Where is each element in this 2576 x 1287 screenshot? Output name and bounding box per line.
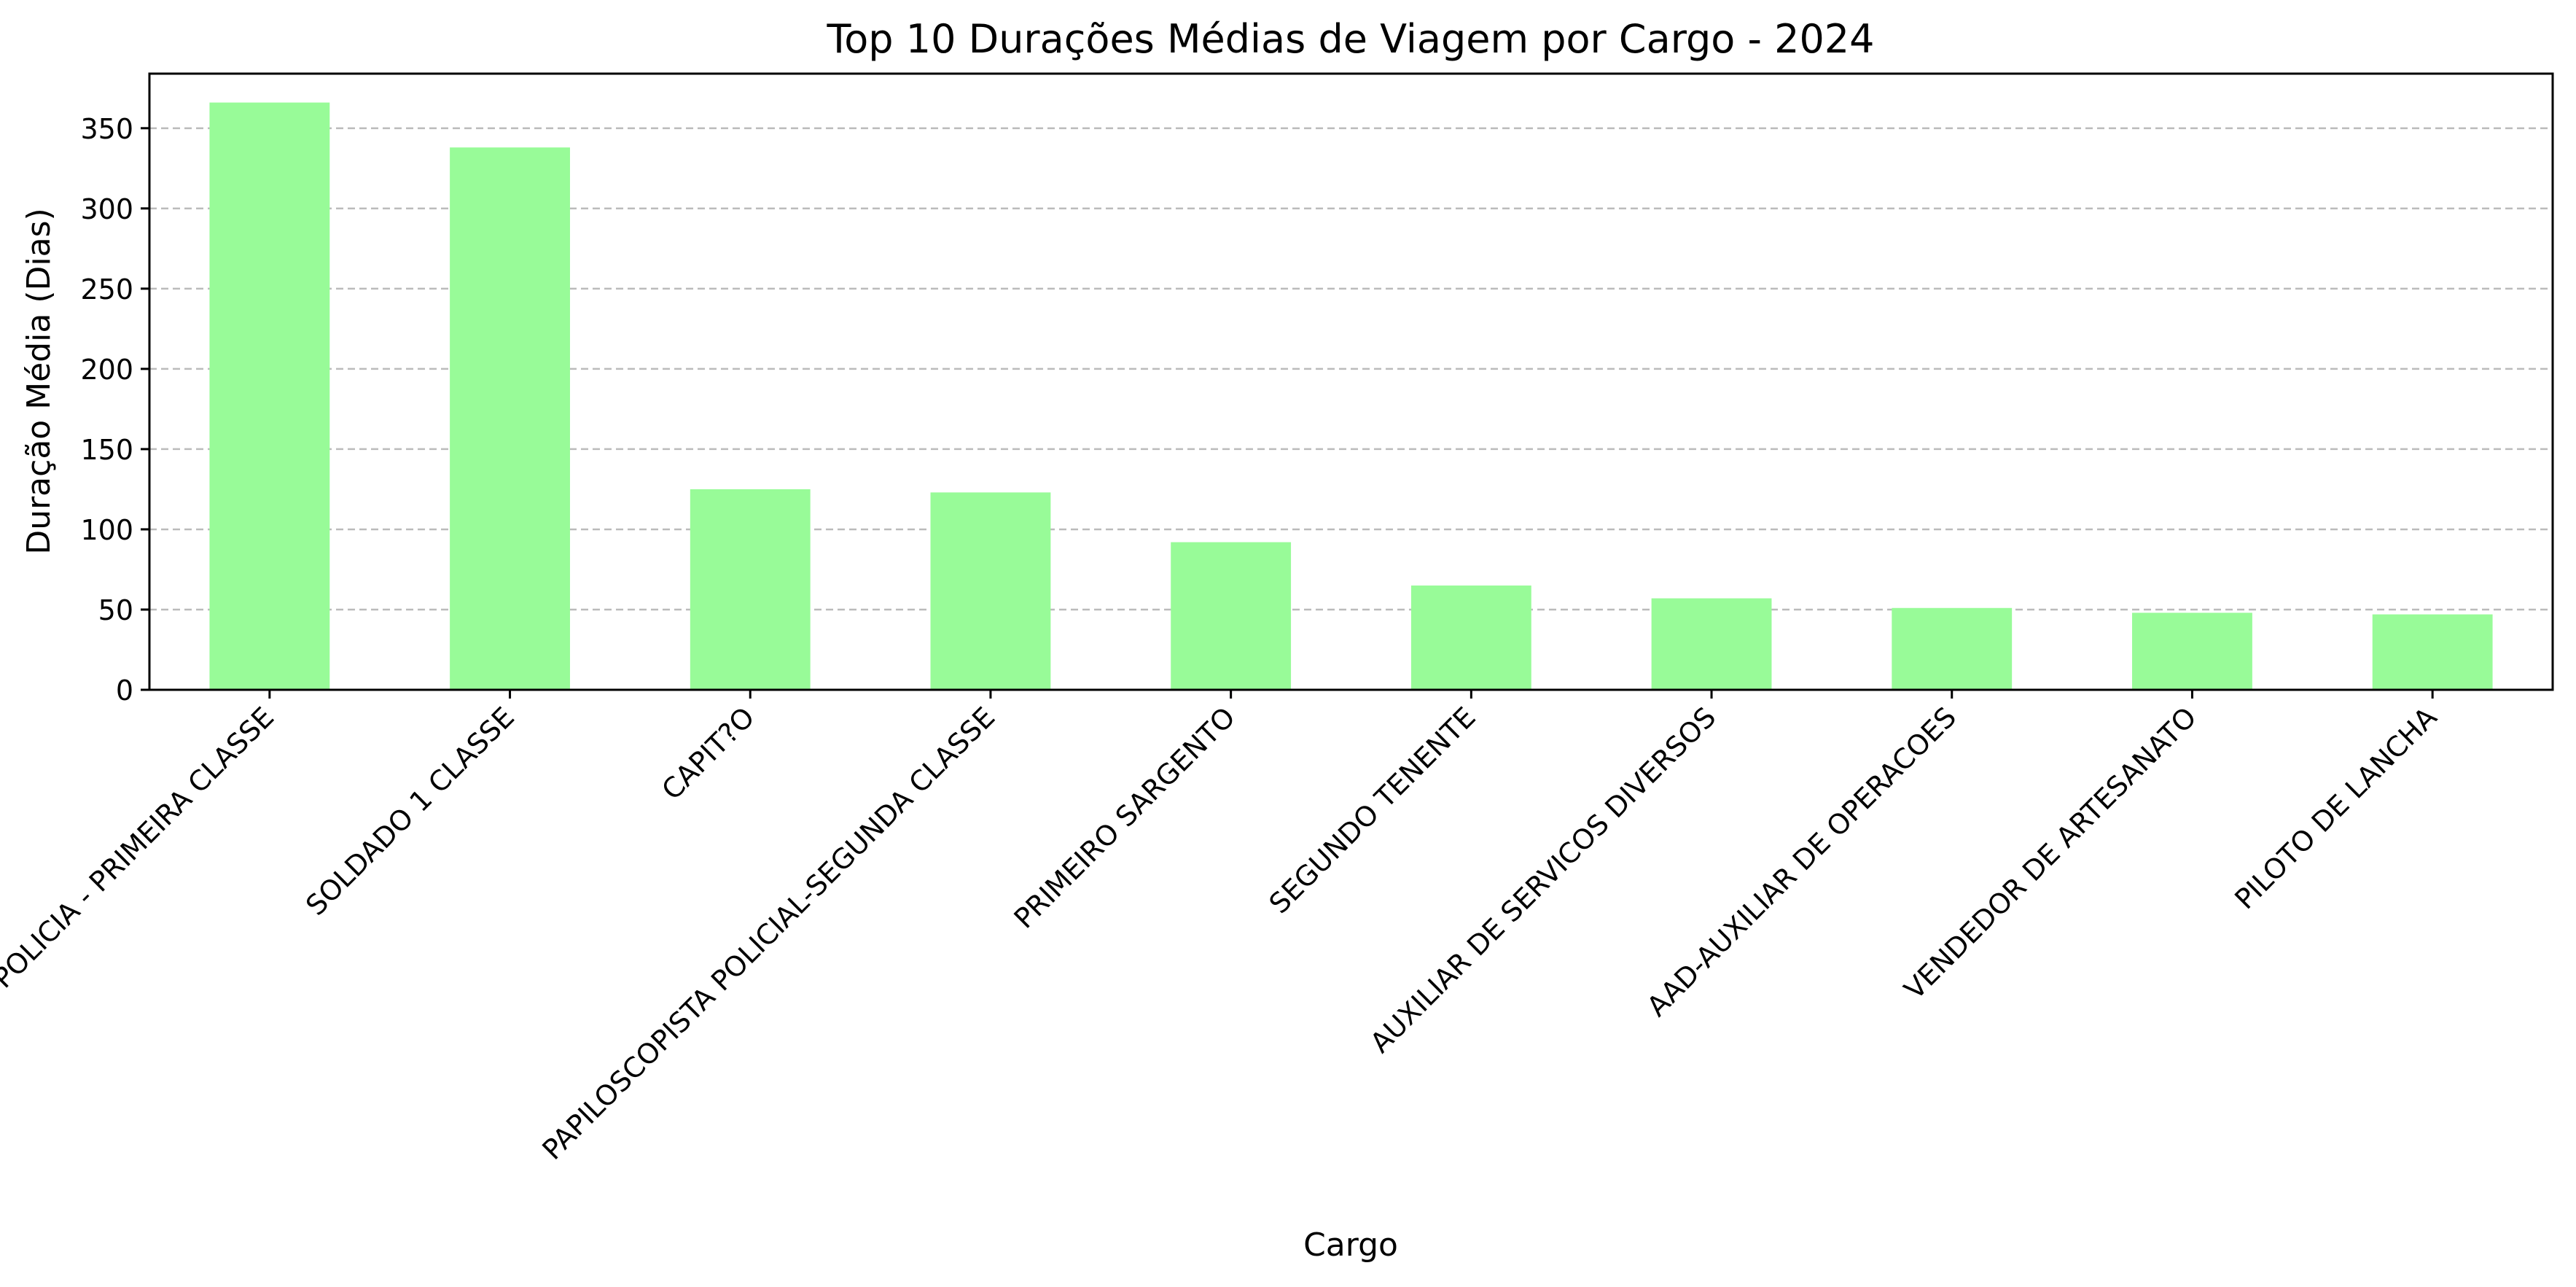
bar <box>690 489 811 690</box>
x-tick-label: DELEGADO DE POLICIA - PRIMEIRA CLASSE <box>0 701 280 1144</box>
bar <box>1651 598 1772 690</box>
y-axis: 0 50 100 150 200 250 300 350 <box>80 113 149 707</box>
bar <box>209 102 330 690</box>
bar <box>2132 613 2252 690</box>
x-tick-label: SEGUNDO TENENTE <box>1263 701 1482 919</box>
bar <box>1410 585 1531 690</box>
y-tick-label: 50 <box>98 594 133 626</box>
bar <box>2372 614 2493 690</box>
x-axis: DELEGADO DE POLICIA - PRIMEIRA CLASSESOL… <box>0 690 2443 1166</box>
bar <box>930 492 1051 690</box>
bars-group <box>209 102 2493 691</box>
y-tick-label: 100 <box>80 514 133 546</box>
y-tick-label: 250 <box>80 273 133 306</box>
chart-title: Top 10 Durações Médias de Viagem por Car… <box>826 16 1874 62</box>
x-axis-label: Cargo <box>1303 1226 1398 1264</box>
x-tick-label: PAPILOSCOPISTA POLICIAL-SEGUNDA CLASSE <box>536 701 1002 1166</box>
y-tick-label: 300 <box>80 193 133 225</box>
y-tick-label: 150 <box>80 434 133 466</box>
x-tick-label: PILOTO DE LANCHA <box>2228 701 2443 915</box>
bar <box>1892 607 2013 690</box>
plot-frame <box>148 72 2554 691</box>
y-tick-label: 200 <box>80 354 133 386</box>
x-tick-label: VENDEDOR DE ARTESANATO <box>1898 701 2203 1006</box>
y-tick-label: 350 <box>80 113 133 145</box>
y-axis-label: Duração Média (Dias) <box>20 208 58 554</box>
x-tick-label: CAPIT?O <box>655 701 760 806</box>
x-tick-label: PRIMEIRO SARGENTO <box>1008 701 1241 934</box>
bar <box>450 147 570 691</box>
bar <box>1171 542 1292 690</box>
y-tick-label: 0 <box>116 674 133 707</box>
x-tick-label: SOLDADO 1 CLASSE <box>300 701 520 922</box>
